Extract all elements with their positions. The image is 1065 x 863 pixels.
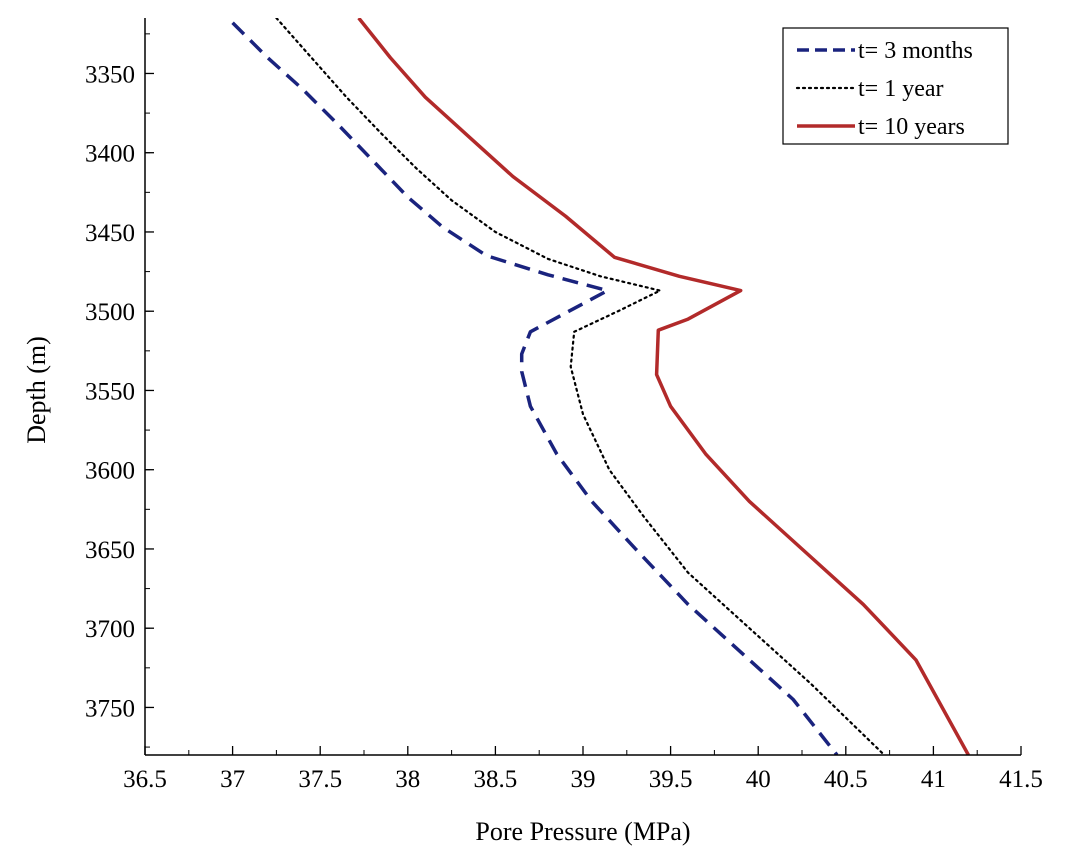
y-tick-label: 3500 xyxy=(85,299,135,326)
x-axis-ticks: 36.5 37 37.5 38 38.5 39 39.5 40 40.5 41 41.5 xyxy=(123,746,1043,793)
y-tick-label: 3750 xyxy=(85,695,135,722)
y-tick-label: 3650 xyxy=(85,537,135,564)
series-line-2 xyxy=(357,18,970,755)
x-tick-label: 41.5 xyxy=(999,766,1043,793)
legend-label-2: t= 10 years xyxy=(858,114,965,140)
x-tick-label: 37 xyxy=(220,766,245,793)
x-tick-label: 40.5 xyxy=(824,766,868,793)
legend: t= 3 months t= 1 year t= 10 years xyxy=(782,27,1009,145)
x-axis-label: Pore Pressure (MPa) xyxy=(475,817,690,846)
y-tick-label: 3450 xyxy=(85,220,135,247)
y-tick-label: 3400 xyxy=(85,141,135,168)
x-tick-label: 38 xyxy=(395,766,420,793)
y-axis-label: Depth (m) xyxy=(22,336,51,444)
x-tick-label: 40 xyxy=(746,766,771,793)
x-tick-label: 39.5 xyxy=(649,766,693,793)
legend-label-0: t= 3 months xyxy=(858,38,973,64)
x-tick-label: 41 xyxy=(921,766,946,793)
x-tick-label: 36.5 xyxy=(123,766,167,793)
x-tick-label: 37.5 xyxy=(298,766,342,793)
x-tick-label: 38.5 xyxy=(474,766,518,793)
y-axis-ticks: 3350 3400 3450 3500 3550 3600 3650 3700 3750 xyxy=(85,33,154,748)
series-line-0 xyxy=(231,21,839,755)
series-layer xyxy=(231,18,970,755)
y-tick-label: 3550 xyxy=(85,378,135,405)
y-tick-label: 3700 xyxy=(85,616,135,643)
legend-label-1: t= 1 year xyxy=(858,76,944,102)
x-tick-label: 39 xyxy=(571,766,596,793)
y-tick-label: 3600 xyxy=(85,458,135,485)
y-tick-label: 3350 xyxy=(85,61,135,88)
series-line-1 xyxy=(275,18,886,755)
